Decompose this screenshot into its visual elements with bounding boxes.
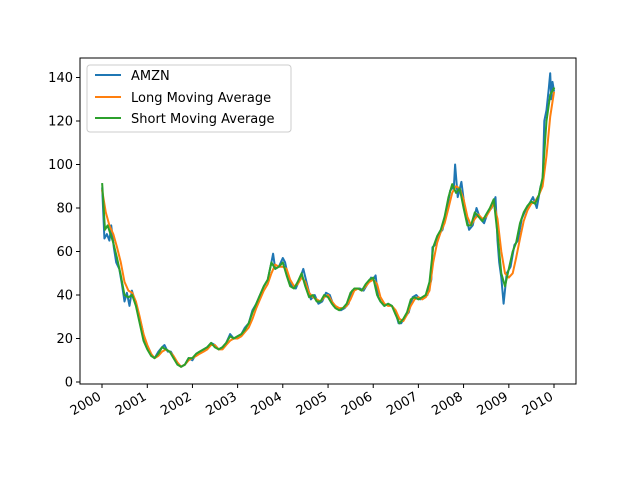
y-tick-label-0: 0 <box>65 376 73 391</box>
y-tick-label-40: 40 <box>56 289 73 304</box>
legend-label-amzn: AMZN <box>131 69 170 84</box>
legend-label-long-ma: Long Moving Average <box>131 91 271 106</box>
x-axis: 2000 2001 2002 2003 2004 2005 2006 2007 2008 2009… <box>68 384 556 419</box>
legend: AMZN Long Moving Average Short Moving Av… <box>86 64 292 133</box>
legend-box <box>86 64 292 133</box>
x-tick-label-2006: 2006 <box>339 389 375 419</box>
series-line-long-moving-average <box>101 91 556 368</box>
x-tick-label-2002: 2002 <box>158 389 194 419</box>
x-tick-label-2005: 2005 <box>294 389 330 419</box>
y-tick-label-60: 60 <box>56 245 73 260</box>
x-tick-label-2001: 2001 <box>113 389 149 419</box>
y-tick-label-100: 100 <box>48 158 73 173</box>
y-tick-label-120: 120 <box>48 115 73 130</box>
x-tick-label-2010: 2010 <box>520 389 556 419</box>
x-tick-label-2008: 2008 <box>429 389 465 419</box>
x-tick-label-2003: 2003 <box>203 389 239 419</box>
series-line-short-moving-average <box>101 87 556 368</box>
x-tick-label-2000: 2000 <box>68 389 104 419</box>
y-tick-label-140: 140 <box>48 71 73 86</box>
plot-lines <box>101 72 556 368</box>
y-axis: 0 20 40 60 80 100 120 140 <box>48 71 80 391</box>
x-tick-label-2009: 2009 <box>475 389 511 419</box>
y-tick-label-80: 80 <box>56 202 73 217</box>
x-tick-label-2007: 2007 <box>384 389 420 419</box>
legend-label-short-ma: Short Moving Average <box>131 112 275 127</box>
y-tick-label-20: 20 <box>56 332 73 347</box>
x-tick-label-2004: 2004 <box>249 389 285 419</box>
